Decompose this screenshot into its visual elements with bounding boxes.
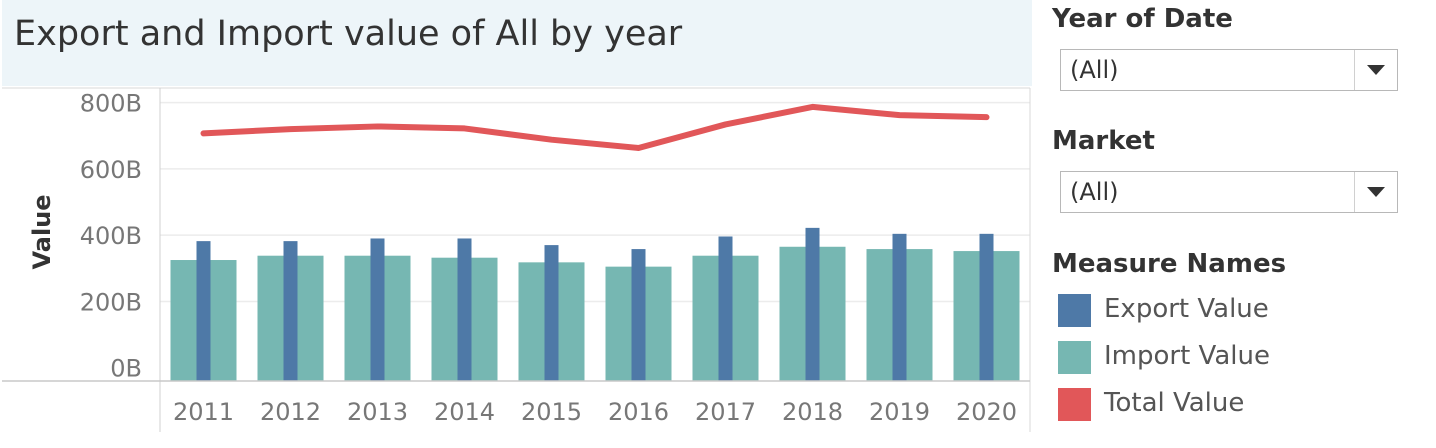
legend-item-total[interactable]: Total Value (1058, 388, 1398, 422)
export-bar[interactable] (544, 245, 559, 381)
legend-swatch-total (1058, 388, 1091, 421)
total-value-point[interactable] (723, 121, 728, 127)
import-bars (170, 246, 1020, 381)
x-tick-label: 2015 (521, 398, 582, 426)
legend-label-export: Export Value (1104, 294, 1269, 324)
y-tick-label: 200B (80, 288, 142, 316)
x-tick-labels: 2011 2012 2013 2014 2015 2016 2017 2018 2019 2020 (173, 398, 1017, 426)
market-filter-value: (All) (1070, 178, 1119, 206)
legend-swatch-import (1058, 341, 1091, 374)
export-bar[interactable] (370, 238, 385, 381)
x-tick-label: 2018 (782, 398, 843, 426)
legend-label-import: Import Value (1104, 341, 1270, 371)
y-tick-label: 800B (80, 90, 142, 118)
export-bar[interactable] (979, 233, 994, 381)
export-bar[interactable] (457, 238, 472, 381)
total-value-point[interactable] (201, 130, 206, 136)
legend-label-total: Total Value (1104, 388, 1245, 418)
y-tick-label: 400B (80, 222, 142, 250)
x-tick-label: 2013 (347, 398, 408, 426)
export-bar[interactable] (196, 241, 211, 381)
y-tick-labels: 0B 200B 400B 600B 800B (80, 90, 142, 383)
x-tick-label: 2011 (173, 398, 234, 426)
total-value-point[interactable] (549, 137, 554, 143)
year-filter-label: Year of Date (1052, 4, 1233, 34)
export-bars (196, 227, 994, 381)
market-filter-toggle[interactable] (1354, 172, 1397, 212)
total-value-point[interactable] (810, 104, 815, 110)
year-filter-value: (All) (1070, 56, 1119, 84)
chevron-down-icon (1367, 187, 1385, 197)
export-bar[interactable] (631, 249, 646, 381)
total-value-point[interactable] (462, 125, 467, 131)
side-panel: Year of Date (All) Market (All) Measure … (1052, 0, 1432, 448)
year-filter-toggle[interactable] (1354, 50, 1397, 90)
legend-item-export[interactable]: Export Value (1058, 294, 1398, 328)
x-tick-label: 2014 (434, 398, 495, 426)
total-value-point[interactable] (984, 114, 989, 120)
export-bar[interactable] (718, 236, 733, 381)
x-tick-label: 2020 (956, 398, 1017, 426)
total-value-line[interactable] (200, 103, 990, 151)
legend-swatch-export (1058, 294, 1091, 327)
total-value-point[interactable] (375, 123, 380, 129)
market-filter-label: Market (1052, 126, 1155, 156)
export-bar[interactable] (283, 241, 298, 381)
year-filter-dropdown[interactable]: (All) (1060, 49, 1398, 91)
chevron-down-icon (1367, 65, 1385, 75)
y-tick-label: 0B (110, 355, 142, 383)
export-bar[interactable] (805, 227, 820, 381)
legend-item-import[interactable]: Import Value (1058, 341, 1398, 375)
total-line-layer (200, 103, 990, 151)
chart-title: Export and Import value of All by year (14, 14, 683, 54)
x-tick-label: 2016 (608, 398, 669, 426)
x-tick-label: 2012 (260, 398, 321, 426)
axes (2, 87, 1031, 432)
x-tick-label: 2019 (869, 398, 930, 426)
x-tick-label: 2017 (695, 398, 756, 426)
total-value-point[interactable] (636, 145, 641, 151)
market-filter-dropdown[interactable]: (All) (1060, 171, 1398, 213)
y-axis-label: Value (28, 194, 56, 269)
total-value-point[interactable] (288, 126, 293, 132)
y-tick-label: 600B (80, 156, 142, 184)
export-bar[interactable] (892, 233, 907, 381)
title-band: Export and Import value of All by year (2, 0, 1032, 86)
total-value-point[interactable] (897, 112, 902, 118)
legend-title: Measure Names (1052, 249, 1287, 279)
